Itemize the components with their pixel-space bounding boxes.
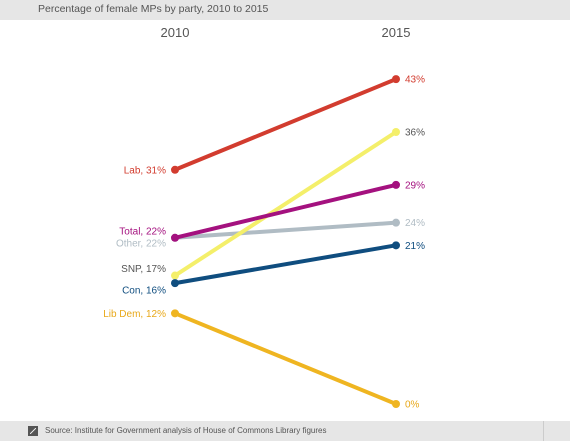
point-lib-dem-2015	[392, 400, 400, 408]
point-snp-2015	[392, 128, 400, 136]
series-line-other	[173, 220, 398, 240]
start-label-con: Con, 16%	[122, 286, 166, 297]
source-note: Source: Institute for Government analysi…	[45, 426, 327, 435]
point-lab-2015	[392, 75, 400, 84]
series-line-lib-dem	[173, 311, 398, 406]
point-snp-2010	[171, 271, 179, 280]
point-total-2015	[392, 180, 400, 189]
series-line-total	[173, 182, 398, 240]
point-lib-dem-2010	[171, 309, 179, 318]
series-line-con	[173, 243, 398, 286]
point-other-2015	[392, 218, 400, 227]
start-label-lib-dem: Lib Dem, 12%	[103, 309, 166, 320]
footer-divider	[543, 421, 544, 441]
end-label-other: 24%	[405, 218, 425, 229]
slope-chart: 2010 2015 Lab, 31% 43% Total, 22% 29% Other,…	[103, 25, 425, 411]
point-con-2010	[171, 279, 179, 288]
end-label-snp: 36%	[405, 128, 425, 139]
series-line-snp	[173, 130, 398, 278]
footer-bar: Source: Institute for Government analysi…	[0, 421, 570, 441]
start-label-lab: Lab, 31%	[124, 165, 166, 176]
point-lab-2010	[171, 165, 179, 174]
end-label-total: 29%	[405, 180, 425, 191]
start-label-snp: SNP, 17%	[121, 264, 166, 275]
x-label-2015: 2015	[382, 25, 411, 40]
chart-title: Percentage of female MPs by party, 2010 …	[38, 3, 269, 15]
point-con-2015	[392, 241, 400, 250]
end-label-lab: 43%	[405, 75, 425, 86]
end-label-lib-dem: 0%	[405, 400, 420, 411]
title-bar: Percentage of female MPs by party, 2010 …	[0, 0, 570, 20]
start-label-total: Total, 22%	[119, 226, 166, 237]
series-line-lab	[173, 77, 398, 172]
end-label-con: 21%	[405, 241, 425, 252]
start-label-other: Other, 22%	[116, 238, 166, 249]
point-total-2010	[171, 233, 179, 242]
x-label-2010: 2010	[161, 25, 190, 40]
logo-icon	[28, 426, 38, 436]
